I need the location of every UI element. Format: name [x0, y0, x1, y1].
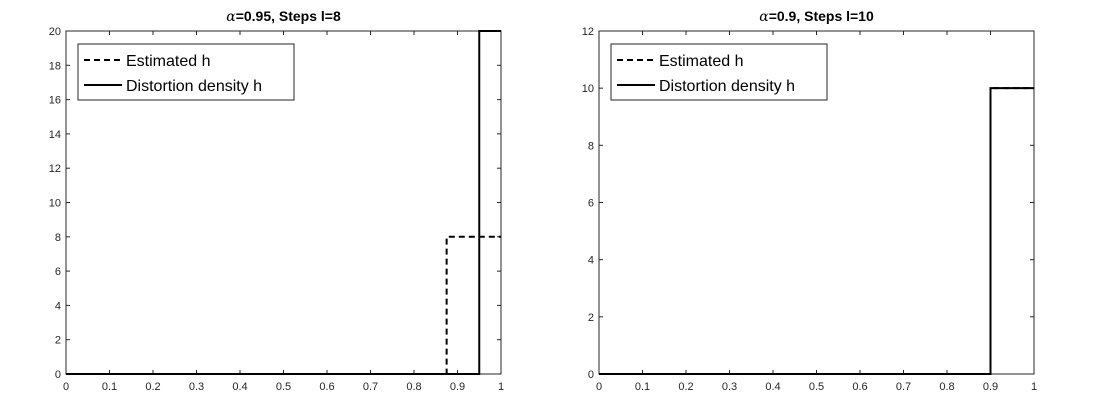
x-tick-label: 0.2	[145, 381, 160, 393]
chart-1: 0 0.1 0.2 0.3 0.4 0.5 0.6 0.7 0.8 0.9 102468101214…	[49, 8, 504, 393]
x-tick-label: 0	[596, 381, 602, 393]
y-tick-label: 6	[588, 198, 594, 210]
y-tick-label: 10	[582, 83, 594, 95]
x-tick-label: 0.3	[189, 381, 204, 393]
chart-title-text: =0.9, Steps l=10	[769, 8, 874, 24]
legend-label: Estimated h	[659, 53, 743, 70]
x-tick-label: 0.4	[232, 381, 247, 393]
y-tick-label: 16	[49, 95, 61, 107]
series-line-distortion-density-h	[66, 30, 501, 375]
y-tick-label: 8	[55, 232, 61, 244]
x-tick-label: 0.1	[635, 381, 650, 393]
legend: Estimated h Distortion density h	[610, 43, 828, 101]
y-tick-label: 2	[55, 335, 61, 347]
x-tick-label: 0.3	[722, 381, 737, 393]
x-tick-label: 0.5	[809, 381, 824, 393]
y-tick-label: 18	[49, 60, 61, 72]
x-tick-label: 0.6	[319, 381, 334, 393]
series-line-estimated-h	[599, 87, 1034, 375]
y-tick-label: 6	[55, 266, 61, 278]
y-tick-label: 4	[588, 255, 594, 267]
y-tick-label: 10	[49, 198, 61, 210]
y-tick-label: 20	[49, 26, 61, 38]
alpha-symbol: α	[759, 9, 769, 25]
x-tick-label: 0.9	[450, 381, 465, 393]
x-tick-label: 0.2	[678, 381, 693, 393]
y-tick-label: 0	[588, 369, 594, 381]
legend: Estimated h Distortion density h	[77, 43, 295, 101]
y-tick-label: 8	[588, 140, 594, 152]
x-tick-label: 0.8	[939, 381, 954, 393]
x-tick-label: 0.5	[276, 381, 291, 393]
y-tick-label: 4	[55, 300, 61, 312]
series-line-estimated-h	[66, 235, 501, 375]
chart-2: 0 0.1 0.2 0.3 0.4 0.5 0.6 0.7 0.8 0.9 1024681012α=…	[582, 8, 1037, 393]
legend-label: Distortion density h	[659, 78, 795, 95]
legend-label: Distortion density h	[126, 78, 262, 95]
chart-title-text: =0.95, Steps l=8	[236, 8, 341, 24]
y-tick-label: 12	[49, 163, 61, 175]
x-tick-label: 0.6	[852, 381, 867, 393]
alpha-symbol: α	[226, 9, 236, 25]
y-tick-label: 0	[55, 369, 61, 381]
x-tick-label: 0	[63, 381, 69, 393]
x-tick-label: 1	[1031, 381, 1037, 393]
legend-box	[77, 43, 295, 101]
legend-box	[610, 43, 828, 101]
x-tick-label: 0.7	[896, 381, 911, 393]
chart-title: α=0.9, Steps l=10	[759, 8, 874, 25]
x-tick-label: 0.1	[102, 381, 117, 393]
y-tick-label: 14	[49, 129, 61, 141]
x-tick-label: 0.8	[406, 381, 421, 393]
legend-label: Estimated h	[126, 53, 210, 70]
chart-title: α=0.95, Steps l=8	[226, 8, 341, 25]
x-tick-label: 0.4	[765, 381, 780, 393]
y-tick-label: 2	[588, 312, 594, 324]
x-tick-label: 0.9	[983, 381, 998, 393]
x-tick-label: 1	[498, 381, 504, 393]
y-tick-label: 12	[582, 26, 594, 38]
x-tick-label: 0.7	[363, 381, 378, 393]
